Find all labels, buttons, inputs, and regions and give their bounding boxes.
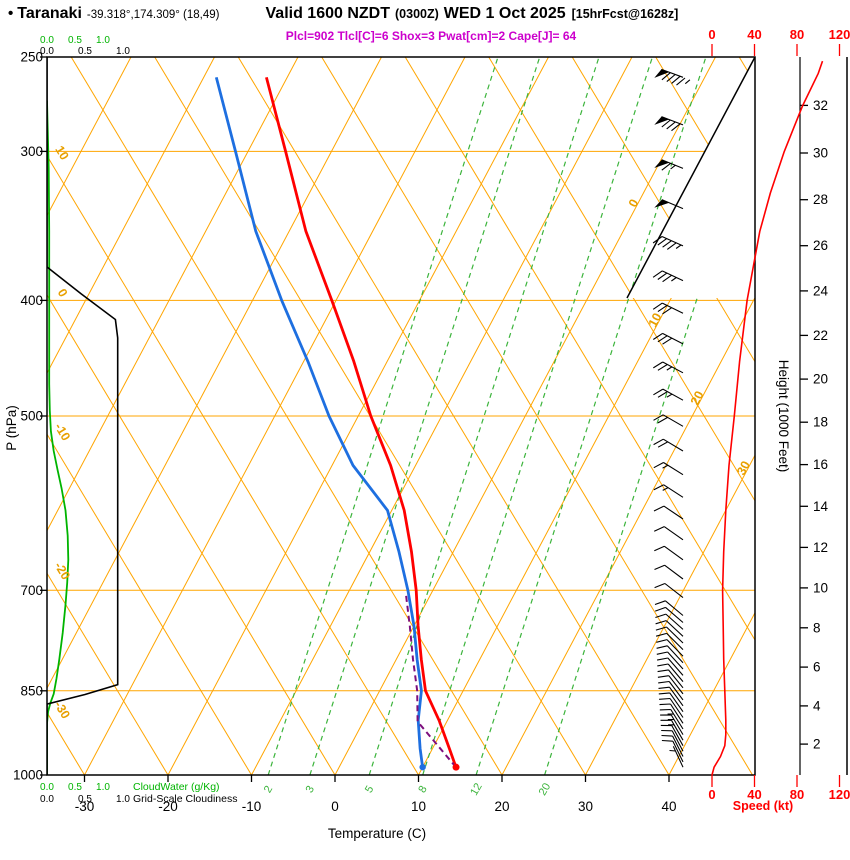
height-tick-label: 14	[813, 499, 829, 514]
cloudiness-scale-tick: 0.0	[40, 794, 54, 805]
height-tick-label: 24	[813, 283, 829, 298]
surface-dewpoint-dot	[419, 763, 426, 771]
speed-curve	[711, 60, 824, 776]
station-name: Taranaki	[17, 5, 82, 22]
isotherm-inline-label: 0	[626, 197, 642, 210]
adiabat-inline-label: -10	[52, 421, 73, 444]
cloudwater-scale-tick: 0.0	[40, 35, 54, 46]
pressure-tick-label: 850	[20, 683, 43, 698]
isotherm-inline-label: 10	[646, 311, 665, 330]
speed-tick-label: 0	[708, 787, 715, 802]
cloud-profiles	[47, 57, 119, 775]
cloudwater-axis-title: CloudWater (g/Kg)	[133, 781, 220, 793]
cloudiness-scale-tick: 1.0	[116, 46, 130, 57]
pressure-tick-label: 700	[20, 583, 43, 598]
temperature-tick-label: -30	[75, 799, 95, 814]
pressure-tick-label: 400	[20, 293, 43, 308]
mixing-ratio-label: 3	[304, 784, 317, 795]
height-tick-label: 30	[813, 145, 828, 160]
temperature-axis-title: Temperature (C)	[328, 826, 426, 841]
height-tick-label: 2	[813, 737, 821, 752]
speed-tick-label: 40	[747, 27, 761, 42]
parcel-curve	[404, 593, 457, 768]
cloudwater-scale-tick: 0.5	[68, 35, 82, 46]
temperature-tick-label: 20	[494, 799, 509, 814]
speed-tick-label: 80	[790, 27, 804, 42]
mixing-ratio-label: 8	[416, 784, 429, 795]
cloudiness-scale-tick: 0.0	[40, 46, 54, 57]
surface-temperature-dot	[452, 763, 460, 771]
speed-tick-label: 120	[829, 27, 850, 42]
stability-indices: Plcl=902 Tlcl[C]=6 Shox=3 Pwat[cm]=2 Cap…	[285, 29, 577, 43]
temperature-tick-label: 10	[411, 799, 426, 814]
station-bullet-icon: •	[8, 5, 14, 22]
temperature-tick-label: -20	[158, 799, 178, 814]
height-tick-label: 22	[813, 328, 828, 343]
height-tick-label: 6	[813, 660, 821, 675]
pressure-tick-label: 300	[20, 144, 43, 159]
mixing-ratio-label: 5	[363, 784, 376, 795]
height-tick-label: 32	[813, 98, 828, 113]
cloud-water-curve	[47, 100, 70, 775]
temperature-tick-label: 40	[661, 799, 676, 814]
forecast-info: [15hrFcst@1628z]	[571, 7, 679, 21]
cloudiness-scale-tick: 1.0	[116, 794, 130, 805]
height-tick-label: 20	[813, 372, 828, 387]
adiabat-inline-label: 0	[55, 286, 71, 299]
pressure-tick-label: 1000	[13, 768, 43, 783]
pressure-axis-title: P (hPa)	[4, 405, 19, 451]
temperature-tick-label: -10	[242, 799, 262, 814]
valid-date: WED 1 Oct 2025	[443, 5, 566, 22]
wind-barbs	[652, 68, 691, 768]
dewpoint-curve	[214, 76, 424, 768]
mixing-ratio-label: 20	[537, 781, 554, 798]
cloudiness-scale-tick: 0.5	[78, 46, 92, 57]
station-coords: -39.318°,174.309° (18,49)	[86, 9, 220, 21]
height-tick-label: 10	[813, 580, 828, 595]
temperature-curve	[265, 76, 458, 768]
cloudwater-scale-tick: 1.0	[96, 782, 110, 793]
height-tick-label: 28	[813, 192, 828, 207]
speed-tick-label: 80	[790, 787, 804, 802]
mixing-ratio-label: 2	[262, 784, 275, 795]
valid-time: Valid 1600 NZDT	[265, 5, 391, 22]
height-tick-label: 4	[813, 698, 821, 713]
cloudwater-scale-tick: 0.0	[40, 782, 54, 793]
cloudwater-scale-tick: 0.5	[68, 782, 82, 793]
height-axis-title: Height (1000 Feet)	[776, 360, 791, 473]
speed-tick-label: 120	[829, 787, 850, 802]
cloudiness-curve	[47, 57, 119, 775]
height-tick-label: 8	[813, 620, 821, 635]
isotherm-inline-label: 20	[688, 389, 707, 408]
temperature-tick-label: 0	[331, 799, 339, 814]
grid-lines	[47, 57, 755, 775]
pressure-tick-label: 500	[20, 409, 43, 424]
chart-header: • Taranaki -39.318°,174.309° (18,49) Val…	[8, 5, 678, 23]
isotherm-inline-label: 30	[734, 459, 753, 478]
height-tick-label: 26	[813, 238, 828, 253]
cloudiness-axis-title: Grid-Scale Cloudiness	[133, 793, 237, 805]
height-tick-label: 12	[813, 540, 828, 555]
speed-tick-label: 0	[708, 27, 715, 42]
cloudiness-scale-tick: 0.5	[78, 794, 92, 805]
sounding-profiles	[214, 76, 460, 771]
adiabat-inline-label: 10	[52, 143, 71, 162]
cloudwater-scale-tick: 1.0	[96, 35, 110, 46]
valid-utc: (0300Z)	[395, 7, 439, 21]
temperature-tick-label: 30	[578, 799, 593, 814]
pressure-tick-label: 250	[20, 50, 43, 65]
mixing-ratio-label: 12	[468, 781, 485, 798]
speed-tick-label: 40	[747, 787, 761, 802]
adiabat-inline-label: -20	[52, 560, 73, 583]
height-tick-label: 16	[813, 457, 828, 472]
height-tick-label: 18	[813, 415, 828, 430]
speed-axis-title: Speed (kt)	[733, 799, 793, 813]
